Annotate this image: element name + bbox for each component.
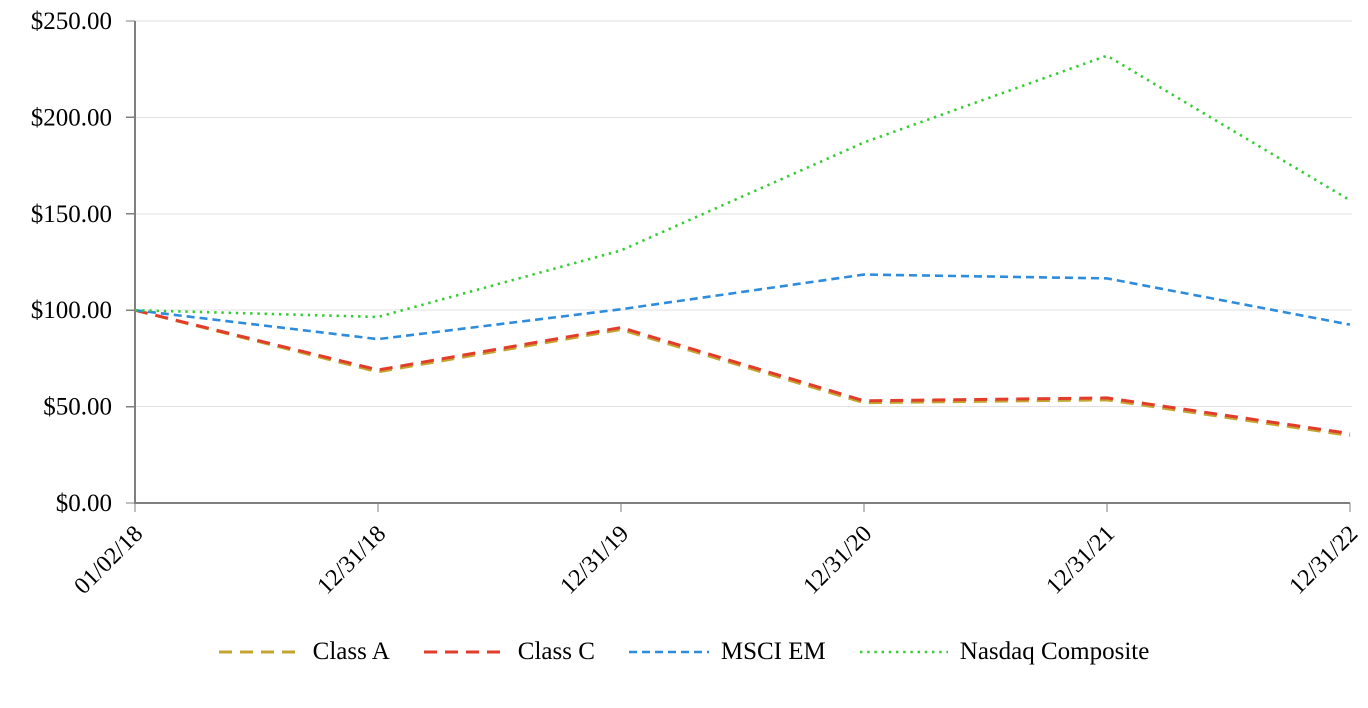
series-line-nasdaq-composite xyxy=(134,54,1351,319)
y-tick-label: $0.00 xyxy=(56,490,112,517)
y-tick-label: $250.00 xyxy=(31,8,112,35)
chart-legend: Class A Class C MSCI EM Nasdaq Composite xyxy=(0,638,1368,666)
y-tick-label: $100.00 xyxy=(31,297,112,324)
legend-label: Nasdaq Composite xyxy=(959,638,1150,665)
legend-item-nasdaq-composite: Nasdaq Composite xyxy=(859,638,1150,666)
legend-swatch-class-a xyxy=(218,650,301,654)
x-tick-label: 12/31/20 xyxy=(799,521,878,600)
x-tick-label: 12/31/19 xyxy=(556,521,635,600)
x-tick-label: 12/31/21 xyxy=(1042,521,1121,600)
x-tick-label: 12/31/18 xyxy=(313,521,392,600)
x-tick-label: 12/31/22 xyxy=(1285,521,1364,600)
legend-item-class-c: Class C xyxy=(423,638,595,666)
series-line-class-a xyxy=(134,308,1351,438)
series-line-msci-em xyxy=(134,273,1351,341)
y-tick-label: $200.00 xyxy=(31,104,112,131)
legend-swatch-msci-em xyxy=(628,650,709,654)
legend-swatch-class-c xyxy=(423,650,506,654)
performance-line-chart: $0.00 $50.00 $100.00 $150.00 $200.00 $250.00 0… xyxy=(31,8,1364,600)
legend-item-class-a: Class A xyxy=(218,638,390,666)
y-tick-label: $150.00 xyxy=(31,201,112,228)
legend-label: Class C xyxy=(517,638,595,665)
series-line-class-c xyxy=(134,308,1351,436)
legend-swatch-nasdaq-composite xyxy=(859,650,948,654)
legend-label: MSCI EM xyxy=(720,638,826,665)
legend-item-msci-em: MSCI EM xyxy=(628,638,826,666)
y-tick-label: $50.00 xyxy=(43,394,112,421)
x-tick-label: 01/02/18 xyxy=(70,521,149,600)
legend-label: Class A xyxy=(312,638,390,665)
